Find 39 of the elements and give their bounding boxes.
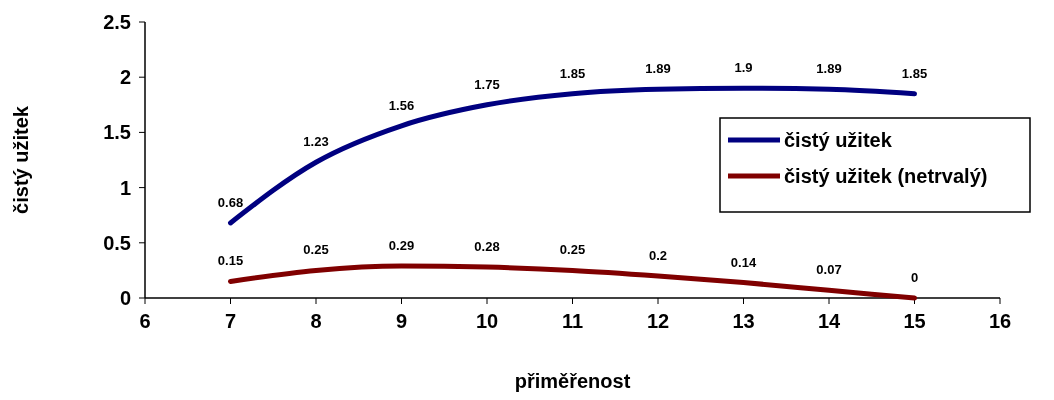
- data-label: 0.68: [217, 194, 244, 210]
- x-tick-label: 15: [903, 310, 926, 332]
- legend-label: čistý užitek (netrvalý): [784, 165, 988, 187]
- data-label: 0: [910, 270, 919, 285]
- x-tick-label: 8: [310, 310, 322, 332]
- data-label: 1.23: [303, 134, 329, 150]
- data-label: 1.85: [559, 65, 586, 81]
- y-axis-title: čistý užitek: [10, 105, 32, 214]
- x-tick-label: 13: [732, 310, 755, 332]
- x-axis-title: přiměřenost: [514, 370, 631, 392]
- data-label: 0.29: [388, 237, 415, 253]
- data-label: 1.89: [645, 61, 671, 77]
- data-label: 0.14: [730, 254, 757, 270]
- y-tick-label: 1: [119, 176, 131, 199]
- x-tick-label: 12: [646, 310, 670, 332]
- y-tick-label: 1.5: [103, 121, 131, 144]
- data-label: 0.07: [816, 262, 842, 278]
- x-tick-label: 7: [224, 310, 237, 332]
- x-tick-label: 10: [475, 310, 499, 332]
- data-label: 1.56: [388, 97, 415, 113]
- data-label: 1.75: [474, 76, 500, 92]
- x-tick-label: 11: [561, 310, 584, 332]
- data-label: 0.25: [559, 242, 586, 258]
- y-tick-label: 0.5: [103, 231, 131, 254]
- data-label: 0.15: [217, 253, 244, 269]
- x-tick-label: 6: [139, 310, 151, 332]
- y-tick-label: 2: [119, 66, 131, 89]
- data-label: 1.9: [734, 60, 753, 76]
- data-label: 1.89: [816, 61, 842, 77]
- x-tick-label: 16: [988, 310, 1012, 332]
- data-label: 0.2: [648, 247, 668, 263]
- data-label: 0.28: [474, 239, 500, 255]
- legend-label: čistý užitek: [784, 129, 893, 151]
- x-tick-label: 9: [395, 310, 408, 332]
- y-tick-label: 0: [119, 287, 131, 309]
- x-tick-label: 14: [817, 310, 841, 332]
- y-tick-label: 2.5: [103, 11, 131, 33]
- data-label: 1.85: [901, 65, 928, 81]
- data-label: 0.25: [303, 242, 329, 258]
